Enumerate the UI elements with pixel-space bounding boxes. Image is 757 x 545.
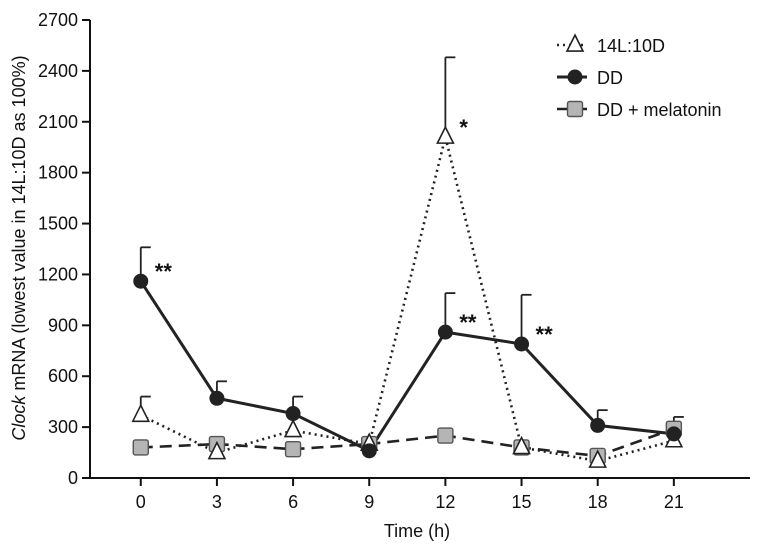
data-point (666, 426, 682, 442)
data-point (590, 417, 606, 433)
y-tick-label: 0 (68, 468, 78, 488)
series-line (140, 427, 675, 458)
data-point (285, 406, 301, 422)
y-tick-label: 900 (48, 315, 78, 335)
y-tick-label: 600 (48, 366, 78, 386)
data-point (132, 439, 149, 456)
series-markers (131, 125, 684, 468)
legend: 14L:10D DD DD + melatonin (557, 33, 722, 120)
x-tick-label: 15 (512, 492, 532, 512)
x-axis-title: Time (h) (384, 521, 450, 541)
data-point (209, 390, 225, 406)
significance-annotation: * (459, 115, 468, 140)
legend-label: DD + melatonin (597, 100, 722, 120)
data-point (437, 427, 454, 444)
data-point (514, 336, 530, 352)
data-point (436, 125, 455, 144)
data-point (133, 273, 149, 289)
x-tick-label: 21 (664, 492, 684, 512)
significance-annotation: ** (536, 322, 554, 347)
series-line (140, 136, 675, 463)
y-axis-title: Clock mRNA (lowest value in 14L:10D as 1… (9, 55, 29, 440)
series-lines (139, 136, 675, 463)
annotations: ***** ** (155, 115, 553, 347)
y-tick-label: 2700 (38, 10, 78, 30)
significance-annotation: ** (459, 310, 477, 335)
data-point (361, 443, 377, 459)
legend-marker (565, 33, 585, 52)
y-tick-label: 2400 (38, 61, 78, 81)
y-tick-label: 1200 (38, 264, 78, 284)
legend-label: 14L:10D (597, 36, 665, 56)
x-tick-label: 0 (136, 492, 146, 512)
data-point (283, 418, 303, 438)
x-tick-label: 9 (364, 492, 374, 512)
legend-marker (567, 69, 583, 85)
series-line (139, 280, 675, 453)
data-point (437, 324, 453, 340)
axes: 0 300 600 900 1200 1500 1800 2100 2400 2700 0 3 6 9 12… (38, 10, 750, 512)
y-axis-title-rest: mRNA (lowest value in 14L:10D as 100%) (9, 55, 29, 395)
legend-marker (566, 100, 584, 118)
y-tick-label: 300 (48, 417, 78, 437)
data-point (207, 440, 227, 460)
x-tick-label: 18 (588, 492, 608, 512)
y-tick-label: 1500 (38, 214, 78, 234)
x-tick-label: 12 (435, 492, 455, 512)
x-tick-label: 3 (212, 492, 222, 512)
data-point (512, 435, 531, 455)
y-tick-label: 2100 (38, 112, 78, 132)
y-tick-label: 1800 (38, 163, 78, 183)
y-axis-title-italic: Clock (9, 395, 29, 441)
data-point (131, 403, 151, 423)
x-tick-label: 6 (288, 492, 298, 512)
significance-annotation: ** (155, 259, 173, 284)
legend-label: DD (597, 68, 623, 88)
data-point (588, 449, 607, 468)
data-point (284, 440, 302, 458)
